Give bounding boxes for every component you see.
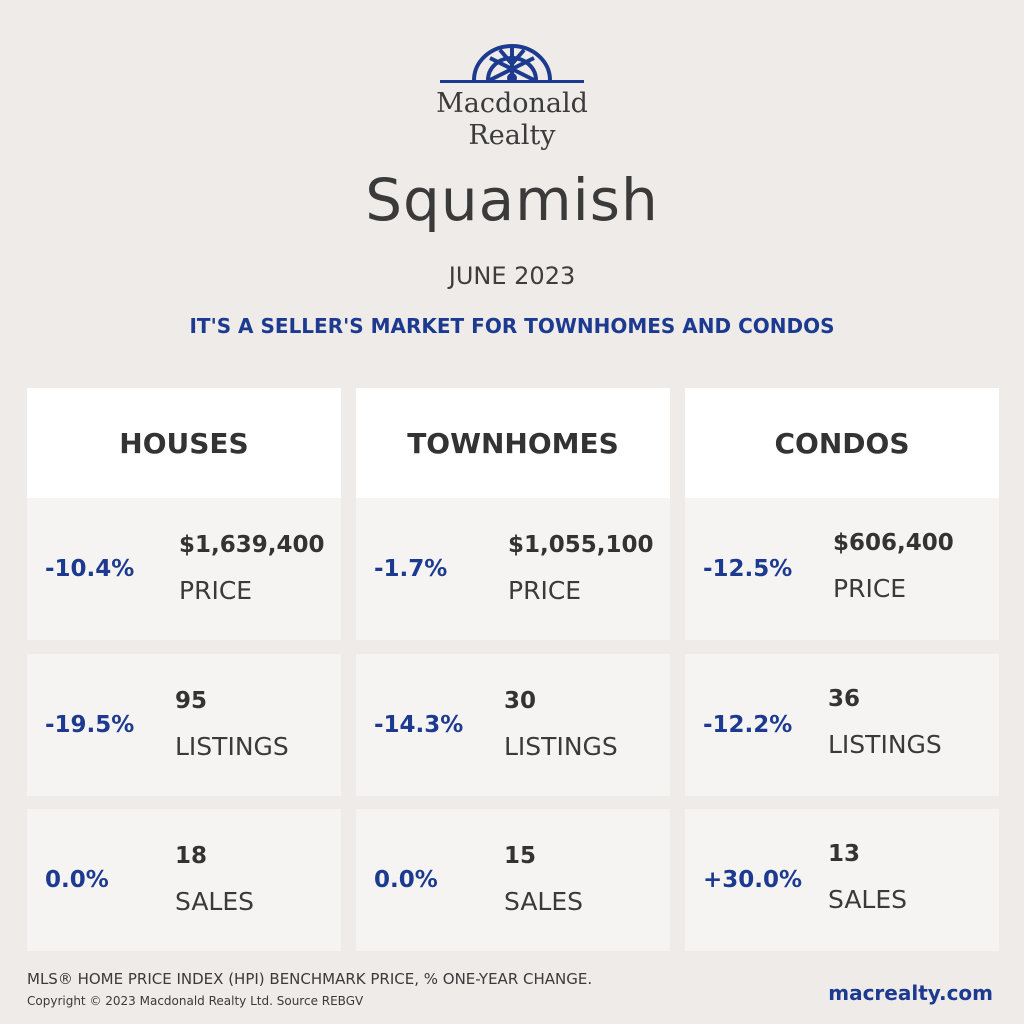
townhomes-price-card: -1.7% $1,055,100 PRICE [356,498,670,640]
condos-price-card: -12.5% $606,400 PRICE [685,498,999,640]
sales-label: SALES [175,887,255,916]
price-change: -1.7% [374,556,448,582]
brand-name-line1: Macdonald [436,88,588,119]
price-value: $606,400 [833,530,954,556]
townhomes-listings-card: -14.3% 30 LISTINGS [356,654,670,796]
column-title: HOUSES [27,388,341,498]
sales-value: 13 [828,841,861,867]
sales-change: 0.0% [374,867,438,893]
column-title: CONDOS [685,388,999,498]
sales-change: 0.0% [45,867,109,893]
listings-change: -19.5% [45,712,135,738]
market-headline: IT'S A SELLER'S MARKET FOR TOWNHOMES AND… [189,314,835,338]
report-period: JUNE 2023 [448,262,576,290]
price-label: PRICE [833,574,907,603]
column-title: TOWNHOMES [356,388,670,498]
listings-value: 30 [504,688,537,714]
sales-label: SALES [504,887,584,916]
price-value: $1,055,100 [508,532,654,558]
listings-value: 95 [175,688,208,714]
city-title: Squamish [365,166,659,234]
website-link[interactable]: macrealty.com [828,981,993,1005]
listings-value: 36 [828,686,861,712]
price-change: -10.4% [45,556,135,582]
townhomes-sales-card: 0.0% 15 SALES [356,809,670,951]
listings-label: LISTINGS [175,732,289,761]
condos-sales-card: +30.0% 13 SALES [685,809,999,951]
listings-label: LISTINGS [828,730,942,759]
condos-column: CONDOS [685,388,999,498]
houses-sales-card: 0.0% 18 SALES [27,809,341,951]
townhomes-column: TOWNHOMES [356,388,670,498]
houses-column: HOUSES [27,388,341,498]
listings-change: -12.2% [703,712,793,738]
macdonald-realty-logo-icon [440,44,584,83]
methodology-note: MLS® HOME PRICE INDEX (HPI) BENCHMARK PR… [27,970,593,988]
condos-listings-card: -12.2% 36 LISTINGS [685,654,999,796]
price-label: PRICE [508,576,582,605]
price-label: PRICE [179,576,253,605]
sales-label: SALES [828,885,908,914]
listings-change: -14.3% [374,712,464,738]
sales-value: 15 [504,843,537,869]
sales-change: +30.0% [703,867,803,893]
sales-value: 18 [175,843,208,869]
brand-name-line2: Realty [468,120,556,151]
price-change: -12.5% [703,556,793,582]
price-value: $1,639,400 [179,532,325,558]
houses-price-card: -10.4% $1,639,400 PRICE [27,498,341,640]
houses-listings-card: -19.5% 95 LISTINGS [27,654,341,796]
copyright-note: Copyright © 2023 Macdonald Realty Ltd. S… [27,994,364,1008]
listings-label: LISTINGS [504,732,618,761]
